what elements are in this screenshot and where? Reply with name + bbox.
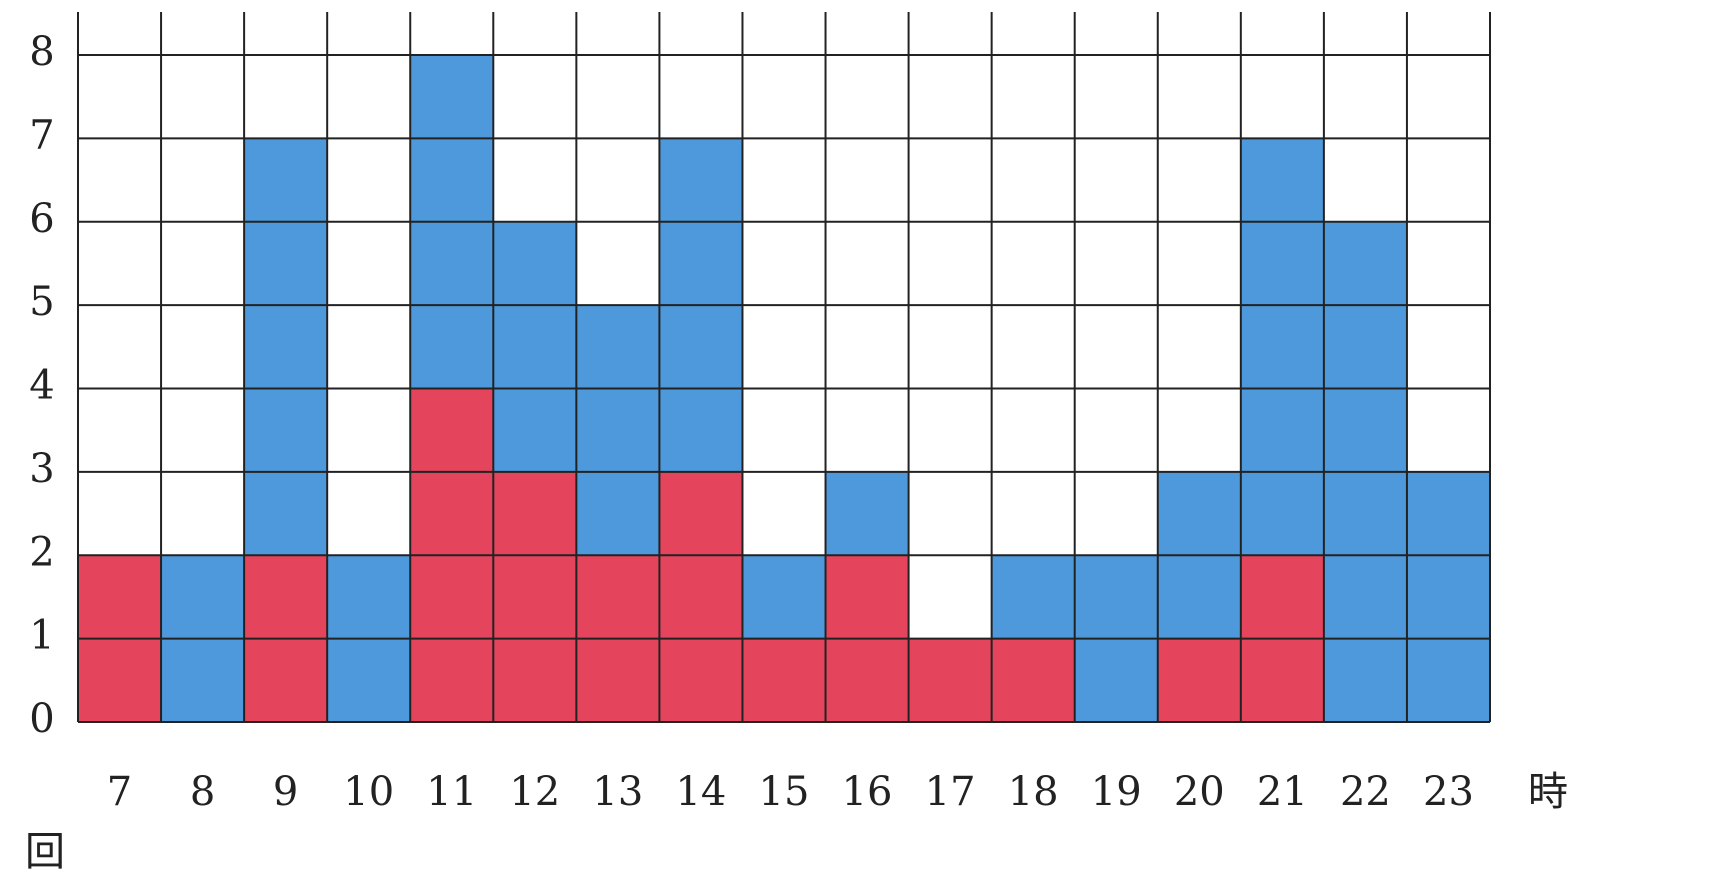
x-tick-label: 7: [107, 769, 132, 815]
x-axis-label: 時: [1528, 769, 1568, 815]
x-tick-label: 10: [343, 769, 394, 815]
bar-segment: [742, 639, 825, 722]
bar-segment: [493, 472, 576, 722]
x-tick-label: 8: [190, 769, 215, 815]
bar-segment: [576, 305, 659, 555]
y-tick-label: 6: [29, 196, 54, 242]
x-tick-label: 11: [426, 769, 477, 815]
x-tick-label: 23: [1423, 769, 1474, 815]
bar-segment: [244, 138, 327, 555]
bar-segment: [909, 639, 992, 722]
chart: 回 時 012345678789101112131415161718192021…: [0, 0, 1712, 887]
y-tick-label: 1: [29, 613, 54, 659]
bar-segment: [742, 555, 825, 638]
x-tick-label: 22: [1340, 769, 1391, 815]
bar-segment: [992, 555, 1075, 638]
x-tick-label: 18: [1008, 769, 1059, 815]
y-tick-label: 2: [29, 529, 54, 575]
y-tick-label: 0: [29, 696, 54, 742]
bar-segment: [1158, 639, 1241, 722]
y-tick-label: 8: [29, 29, 54, 75]
y-tick-label: 7: [29, 112, 54, 158]
x-tick-label: 20: [1174, 769, 1225, 815]
x-tick-label: 14: [675, 769, 726, 815]
x-tick-label: 21: [1257, 769, 1308, 815]
y-tick-label: 5: [29, 279, 54, 325]
bar-segment: [992, 639, 1075, 722]
bar-segment: [659, 472, 742, 722]
bar-segment: [493, 222, 576, 472]
bar-segment: [1241, 138, 1324, 555]
y-tick-label: 4: [29, 363, 54, 409]
x-tick-label: 9: [273, 769, 298, 815]
y-tick-label: 3: [29, 446, 54, 492]
x-tick-label: 15: [759, 769, 810, 815]
bar-segment: [1407, 472, 1490, 722]
x-tick-label: 17: [925, 769, 976, 815]
bar-segment: [826, 472, 909, 555]
x-tick-label: 19: [1091, 769, 1142, 815]
x-tick-label: 16: [842, 769, 893, 815]
x-tick-label: 13: [592, 769, 643, 815]
x-tick-label: 12: [509, 769, 560, 815]
y-axis-label: 回: [25, 829, 65, 875]
